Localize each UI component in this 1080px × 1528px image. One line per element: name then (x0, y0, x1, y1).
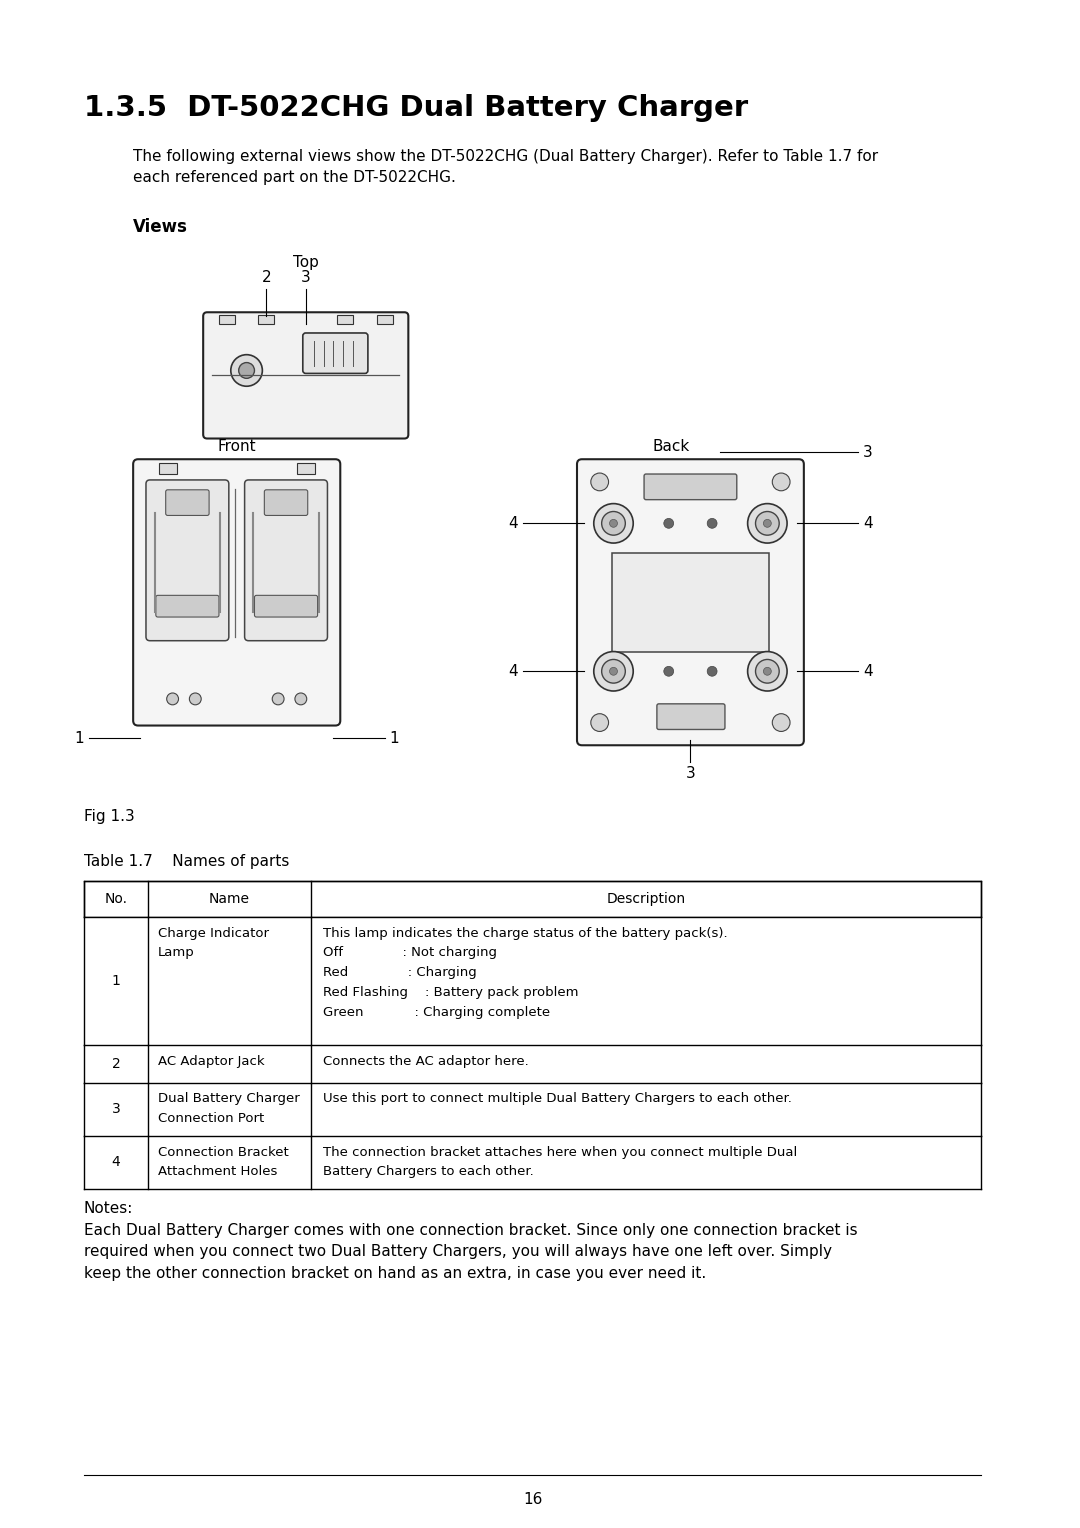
Text: Back: Back (652, 439, 689, 454)
Circle shape (189, 694, 201, 704)
Text: Lamp: Lamp (158, 946, 194, 960)
Text: keep the other connection bracket on hand as an extra, in case you ever need it.: keep the other connection bracket on han… (84, 1267, 706, 1280)
Text: 4: 4 (111, 1155, 120, 1169)
FancyBboxPatch shape (657, 704, 725, 729)
Bar (377, 315, 392, 324)
Bar (84, 882, 982, 917)
Circle shape (591, 714, 608, 732)
FancyBboxPatch shape (203, 312, 408, 439)
Bar (84, 1082, 982, 1135)
Text: Front: Front (217, 439, 256, 454)
Text: Notes:: Notes: (84, 1201, 133, 1216)
Circle shape (609, 668, 618, 675)
Text: 4: 4 (863, 663, 873, 678)
Text: each referenced part on the DT-5022CHG.: each referenced part on the DT-5022CHG. (133, 170, 456, 185)
Bar (258, 315, 274, 324)
Text: 1: 1 (75, 730, 84, 746)
Circle shape (707, 518, 717, 529)
Circle shape (764, 520, 771, 527)
Text: Charge Indicator: Charge Indicator (158, 927, 269, 940)
Circle shape (272, 694, 284, 704)
Text: No.: No. (105, 892, 127, 906)
Circle shape (239, 362, 255, 379)
Circle shape (664, 518, 674, 529)
Circle shape (591, 474, 608, 490)
FancyBboxPatch shape (255, 596, 318, 617)
Bar (84, 1135, 982, 1189)
Text: Connects the AC adaptor here.: Connects the AC adaptor here. (323, 1054, 528, 1068)
Text: Connection Port: Connection Port (158, 1112, 265, 1125)
Text: 3: 3 (111, 1102, 120, 1117)
Bar (337, 315, 353, 324)
Circle shape (664, 666, 674, 677)
FancyBboxPatch shape (133, 460, 340, 726)
Circle shape (756, 512, 779, 535)
Circle shape (602, 512, 625, 535)
Bar (84, 1045, 982, 1082)
FancyBboxPatch shape (146, 480, 229, 640)
Text: Name: Name (208, 892, 249, 906)
FancyBboxPatch shape (165, 490, 210, 515)
Circle shape (609, 520, 618, 527)
Circle shape (231, 354, 262, 387)
Text: 4: 4 (509, 663, 517, 678)
Text: 1.3.5  DT-5022CHG Dual Battery Charger: 1.3.5 DT-5022CHG Dual Battery Charger (84, 95, 748, 122)
Bar (219, 315, 234, 324)
Text: The connection bracket attaches here when you connect multiple Dual: The connection bracket attaches here whe… (323, 1146, 797, 1158)
Text: This lamp indicates the charge status of the battery pack(s).: This lamp indicates the charge status of… (323, 927, 727, 940)
Text: 3: 3 (863, 445, 873, 460)
Circle shape (594, 651, 633, 691)
Text: 4: 4 (509, 516, 517, 530)
Text: Fig 1.3: Fig 1.3 (84, 810, 135, 825)
Text: Red Flashing    : Battery pack problem: Red Flashing : Battery pack problem (323, 986, 578, 999)
Circle shape (602, 660, 625, 683)
Text: Dual Battery Charger: Dual Battery Charger (158, 1093, 299, 1105)
FancyBboxPatch shape (644, 474, 737, 500)
Text: 3: 3 (301, 269, 311, 284)
Text: Description: Description (607, 892, 686, 906)
Circle shape (747, 651, 787, 691)
Text: 2: 2 (261, 269, 271, 284)
Text: Off              : Not charging: Off : Not charging (323, 946, 497, 960)
FancyBboxPatch shape (302, 333, 368, 373)
Text: Each Dual Battery Charger comes with one connection bracket. Since only one conn: Each Dual Battery Charger comes with one… (84, 1222, 858, 1238)
Text: Table 1.7    Names of parts: Table 1.7 Names of parts (84, 854, 289, 869)
Text: Attachment Holes: Attachment Holes (158, 1166, 278, 1178)
Text: 16: 16 (523, 1491, 542, 1507)
Circle shape (772, 474, 791, 490)
Text: 1: 1 (111, 973, 120, 989)
Bar (84, 917, 982, 1045)
Text: 3: 3 (686, 766, 696, 781)
Text: Connection Bracket: Connection Bracket (158, 1146, 288, 1158)
FancyBboxPatch shape (265, 490, 308, 515)
Text: Top: Top (293, 255, 319, 270)
Circle shape (295, 694, 307, 704)
Text: Battery Chargers to each other.: Battery Chargers to each other. (323, 1166, 534, 1178)
FancyBboxPatch shape (244, 480, 327, 640)
Bar (611, 553, 769, 651)
Text: 1: 1 (390, 730, 400, 746)
Bar (297, 463, 314, 474)
Text: AC Adaptor Jack: AC Adaptor Jack (158, 1054, 265, 1068)
Circle shape (594, 504, 633, 542)
Text: required when you connect two Dual Battery Chargers, you will always have one le: required when you connect two Dual Batte… (84, 1244, 832, 1259)
Text: Red              : Charging: Red : Charging (323, 966, 476, 979)
Text: Use this port to connect multiple Dual Battery Chargers to each other.: Use this port to connect multiple Dual B… (323, 1093, 792, 1105)
FancyBboxPatch shape (577, 460, 804, 746)
Circle shape (772, 714, 791, 732)
Circle shape (747, 504, 787, 542)
FancyBboxPatch shape (156, 596, 219, 617)
Text: Views: Views (133, 217, 188, 235)
Circle shape (166, 694, 178, 704)
Text: Green            : Charging complete: Green : Charging complete (323, 1005, 550, 1019)
Circle shape (764, 668, 771, 675)
Text: 2: 2 (111, 1057, 120, 1071)
Text: The following external views show the DT-5022CHG (Dual Battery Charger). Refer t: The following external views show the DT… (133, 148, 878, 163)
Circle shape (756, 660, 779, 683)
Circle shape (707, 666, 717, 677)
Text: 4: 4 (863, 516, 873, 530)
Bar (159, 463, 176, 474)
